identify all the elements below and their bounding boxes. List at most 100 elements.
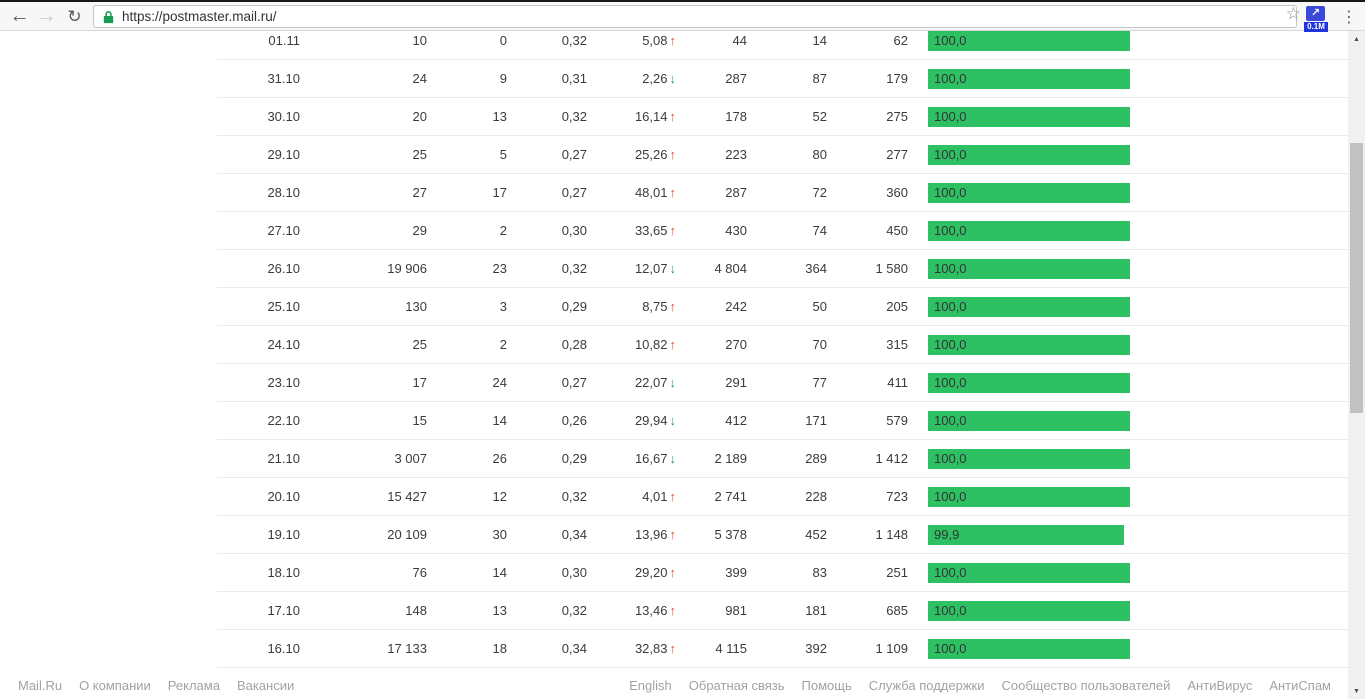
value-cell-1: 130 (405, 299, 427, 314)
back-button[interactable]: ← (6, 3, 33, 30)
delivery-bar: 100,0 (928, 220, 1130, 241)
delivery-bar: 100,0 (928, 448, 1130, 469)
delivery-bar: 100,0 (928, 334, 1130, 355)
value-cell-7: 277 (886, 147, 908, 162)
delivery-bar: 100,0 (928, 562, 1130, 583)
browser-menu-button[interactable]: ⋮ (1338, 3, 1360, 30)
value-cell-3: 0,27 (561, 147, 587, 162)
scroll-up-button[interactable]: ▲ (1348, 31, 1365, 47)
date-cell: 23.10 (267, 375, 300, 390)
delta-cell: 33,65 ↑ (587, 223, 676, 238)
value-cell-3: 0,29 (561, 451, 587, 466)
extension-button[interactable]: ↗ 0.1M (1304, 6, 1328, 32)
bar-cell: 100,0 (928, 144, 1130, 165)
table-row: 30.10 20 13 0,32 16,14 ↑ 178 52 275 100,0 (217, 98, 1348, 136)
delivery-bar-label: 100,0 (934, 336, 967, 352)
reload-button[interactable]: ↻ (61, 3, 88, 30)
value-cell-1: 27 (412, 185, 427, 200)
value-cell-1: 15 427 (387, 489, 427, 504)
trend-icon: ↑ (669, 527, 677, 542)
stats-table: 01.11 10 0 0,32 5,08 ↑ 44 14 62 100,0 31.… (217, 22, 1348, 668)
value-cell-1: 10 (412, 33, 427, 48)
delivery-bar: 100,0 (928, 600, 1130, 621)
value-cell-6: 171 (805, 413, 827, 428)
footer-link[interactable]: Вакансии (236, 678, 295, 693)
delta-cell: 8,75 ↑ (587, 299, 676, 314)
value-cell-1: 17 (412, 375, 427, 390)
value-cell-6: 50 (812, 299, 827, 314)
delivery-bar-label: 100,0 (934, 450, 967, 466)
footer-right-links: English Обратная связь Помощь Служба поддер… (629, 678, 1331, 693)
table-row: 28.10 27 17 0,27 48,01 ↑ 287 72 360 100,0 (217, 174, 1348, 212)
value-cell-6: 364 (805, 261, 827, 276)
bar-cell: 100,0 (928, 372, 1130, 393)
value-cell-3: 0,34 (561, 641, 587, 656)
table-row: 26.10 19 906 23 0,32 12,07 ↓ 4 804 364 1 … (217, 250, 1348, 288)
value-cell-1: 17 133 (387, 641, 427, 656)
value-cell-7: 205 (886, 299, 908, 314)
delta-cell: 13,96 ↑ (587, 527, 676, 542)
window-top-edge (0, 0, 1365, 2)
bar-cell: 100,0 (928, 486, 1130, 507)
trend-icon: ↑ (669, 337, 677, 352)
vertical-scrollbar[interactable]: ▲ ▼ (1348, 31, 1365, 699)
table-row: 31.10 24 9 0,31 2,26 ↓ 287 87 179 100,0 (217, 60, 1348, 98)
footer-link[interactable]: Обратная связь (688, 678, 785, 693)
delivery-bar: 100,0 (928, 258, 1130, 279)
date-cell: 17.10 (267, 603, 300, 618)
delta-value: 13,96 (634, 527, 668, 542)
value-cell-1: 25 (412, 337, 427, 352)
scrollbar-thumb[interactable] (1350, 143, 1363, 413)
delivery-bar: 100,0 (928, 144, 1130, 165)
value-cell-2: 13 (492, 109, 507, 124)
value-cell-5: 4 804 (714, 261, 747, 276)
footer-link[interactable]: Сообщество пользователей (1001, 678, 1171, 693)
value-cell-5: 430 (725, 223, 747, 238)
delta-value: 48,01 (634, 185, 668, 200)
footer-link[interactable]: О компании (79, 678, 151, 693)
address-bar[interactable]: https://postmaster.mail.ru/ (93, 5, 1297, 28)
delivery-bar: 100,0 (928, 106, 1130, 127)
value-cell-6: 52 (812, 109, 827, 124)
value-cell-6: 14 (812, 33, 827, 48)
footer-link[interactable]: English (629, 678, 672, 693)
footer-link[interactable]: Служба поддержки (868, 678, 985, 693)
value-cell-1: 29 (412, 223, 427, 238)
value-cell-6: 228 (805, 489, 827, 504)
table-row: 21.10 3 007 26 0,29 16,67 ↓ 2 189 289 1 4… (217, 440, 1348, 478)
footer-link[interactable]: Mail.Ru (18, 678, 63, 693)
delivery-bar-label: 100,0 (934, 640, 967, 656)
footer-link[interactable]: Реклама (167, 678, 220, 693)
value-cell-6: 83 (812, 565, 827, 580)
value-cell-2: 23 (492, 261, 507, 276)
delta-value: 32,83 (634, 641, 668, 656)
delivery-bar-label: 100,0 (934, 146, 967, 162)
value-cell-7: 450 (886, 223, 908, 238)
forward-button[interactable]: → (33, 3, 60, 30)
trend-icon: ↑ (669, 641, 677, 656)
trend-icon: ↑ (669, 299, 677, 314)
scroll-down-button[interactable]: ▼ (1348, 683, 1365, 699)
value-cell-5: 4 115 (715, 641, 747, 656)
bookmark-star-icon[interactable]: ☆ (1285, 4, 1301, 23)
value-cell-1: 20 (412, 109, 427, 124)
bar-cell: 99,9 (928, 524, 1130, 545)
delta-value: 16,14 (634, 109, 668, 124)
delta-cell: 32,83 ↑ (587, 641, 676, 656)
value-cell-3: 0,32 (561, 33, 587, 48)
delivery-bar-label: 100,0 (934, 260, 967, 276)
footer-link[interactable]: АнтиВирус (1187, 678, 1253, 693)
value-cell-3: 0,30 (561, 223, 587, 238)
date-cell: 01.11 (268, 33, 300, 48)
value-cell-6: 452 (805, 527, 827, 542)
value-cell-3: 0,29 (561, 299, 587, 314)
menu-dots-icon: ⋮ (1341, 8, 1357, 26)
bar-cell: 100,0 (928, 410, 1130, 431)
date-cell: 26.10 (267, 261, 300, 276)
value-cell-3: 0,27 (561, 375, 587, 390)
value-cell-1: 3 007 (394, 451, 427, 466)
footer-link[interactable]: АнтиСпам (1269, 678, 1331, 693)
footer-link[interactable]: Помощь (801, 678, 852, 693)
delta-value: 13,46 (634, 603, 668, 618)
delivery-bar: 100,0 (928, 68, 1130, 89)
